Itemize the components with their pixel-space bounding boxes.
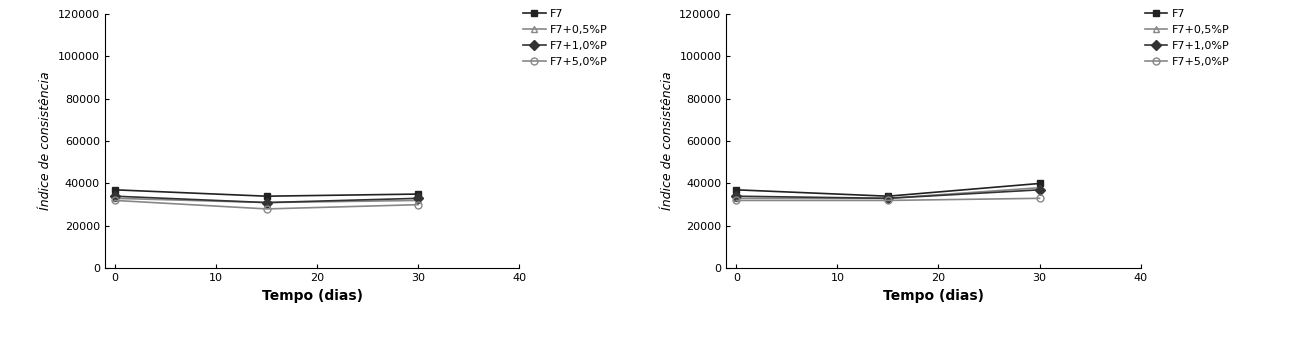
X-axis label: Tempo (dias): Tempo (dias) xyxy=(261,289,363,303)
F7 xyxy=(880,194,895,198)
F7+1,0%P xyxy=(1032,188,1047,192)
F7+0,5%P xyxy=(729,196,745,200)
Line: F7+1,0%P: F7+1,0%P xyxy=(111,193,422,206)
Y-axis label: Índice de consistência: Índice de consistência xyxy=(39,72,52,210)
Line: F7+5,0%P: F7+5,0%P xyxy=(733,195,1044,204)
F7+5,0%P xyxy=(108,198,123,203)
F7+5,0%P xyxy=(410,203,426,207)
F7+0,5%P xyxy=(258,201,274,205)
F7+1,0%P xyxy=(410,196,426,200)
F7+5,0%P xyxy=(729,198,745,203)
F7+1,0%P xyxy=(729,194,745,198)
Line: F7+0,5%P: F7+0,5%P xyxy=(733,184,1044,202)
F7 xyxy=(258,194,274,198)
F7+5,0%P xyxy=(258,207,274,211)
F7+0,5%P xyxy=(880,196,895,200)
Line: F7+5,0%P: F7+5,0%P xyxy=(111,197,422,212)
Line: F7: F7 xyxy=(733,180,1044,200)
F7+1,0%P xyxy=(258,201,274,205)
F7 xyxy=(410,192,426,196)
X-axis label: Tempo (dias): Tempo (dias) xyxy=(882,289,985,303)
F7+0,5%P xyxy=(1032,186,1047,190)
F7 xyxy=(729,188,745,192)
F7 xyxy=(1032,181,1047,185)
F7+0,5%P xyxy=(108,196,123,200)
Legend: F7, F7+0,5%P, F7+1,0%P, F7+5,0%P: F7, F7+0,5%P, F7+1,0%P, F7+5,0%P xyxy=(1145,9,1230,67)
Line: F7+1,0%P: F7+1,0%P xyxy=(733,186,1044,202)
Line: F7: F7 xyxy=(111,186,422,200)
F7+5,0%P xyxy=(1032,196,1047,200)
Legend: F7, F7+0,5%P, F7+1,0%P, F7+5,0%P: F7, F7+0,5%P, F7+1,0%P, F7+5,0%P xyxy=(523,9,608,67)
F7+5,0%P xyxy=(880,198,895,203)
F7+1,0%P xyxy=(108,194,123,198)
F7+1,0%P xyxy=(880,196,895,200)
F7+0,5%P xyxy=(410,198,426,203)
Line: F7+0,5%P: F7+0,5%P xyxy=(111,195,422,206)
F7 xyxy=(108,188,123,192)
Y-axis label: Índice de consistência: Índice de consistência xyxy=(661,72,674,210)
